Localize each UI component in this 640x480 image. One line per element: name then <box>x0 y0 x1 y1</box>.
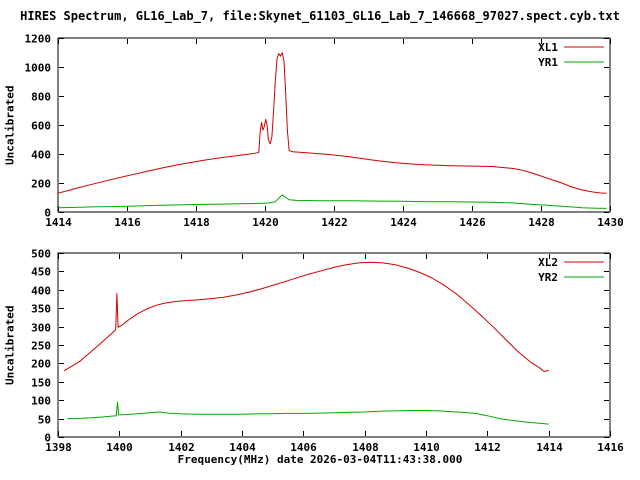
y-tick-label: 800 <box>31 91 51 104</box>
legend-label-XL2: XL2 <box>538 256 558 269</box>
bottom-plot: 1398 1400 1402 1404 1406 1408 1410 1412 1414 1416… <box>31 248 624 455</box>
x-tick-label: 1416 <box>597 441 624 454</box>
series-line-XL1 <box>57 52 607 194</box>
legend-label-XL1: XL1 <box>538 41 558 54</box>
plot-border <box>57 37 611 213</box>
x-tick-label: 1414 <box>45 216 72 229</box>
x-tick-label: 1422 <box>321 216 348 229</box>
x-tick-label: 1400 <box>106 441 133 454</box>
x-tick-label: 1402 <box>168 441 195 454</box>
y-tick-label: 50 <box>38 414 51 427</box>
y-tick-label: 0 <box>44 207 51 220</box>
x-tick-label: 1398 <box>45 441 72 454</box>
y-tick-label: 1000 <box>25 62 52 75</box>
x-tick-label: 1426 <box>459 216 486 229</box>
x-tick-label: 1408 <box>352 441 379 454</box>
y-tick-label: 150 <box>31 377 51 390</box>
x-tick-label: 1412 <box>474 441 501 454</box>
x-tick-label: 1404 <box>229 441 256 454</box>
y-tick-label: 450 <box>31 266 51 279</box>
y-tick-label: 200 <box>31 358 51 371</box>
chart-title: HIRES Spectrum, GL16_Lab_7, file:Skynet_… <box>20 9 620 23</box>
x-tick-label: 1424 <box>390 216 417 229</box>
x-tick-label: 1414 <box>536 441 563 454</box>
y-tick-label: 300 <box>31 322 51 335</box>
y-tick-label: 600 <box>31 120 51 133</box>
x-tick-label: 1406 <box>290 441 317 454</box>
x-tick-label: 1418 <box>183 216 210 229</box>
series-line-YR2 <box>67 401 549 425</box>
y-tick-label: 250 <box>31 340 51 353</box>
x-tick-label: 1430 <box>597 216 624 229</box>
x-tick-label: 1416 <box>114 216 141 229</box>
top-plot: 1414 1416 1418 1420 1422 1424 1426 1428 1430 0 200… <box>25 33 624 230</box>
y-tick-label: 0 <box>44 432 51 445</box>
series-line-YR1 <box>57 194 607 209</box>
y-tick-label: 400 <box>31 149 51 162</box>
x-tick-label: 1410 <box>413 441 440 454</box>
legend-label-YR2: YR2 <box>538 271 558 284</box>
x-tick-label: 1420 <box>252 216 279 229</box>
y-tick-label: 500 <box>31 248 51 261</box>
x-axis-label: Frequency(MHz) date 2026-03-04T11:43:38.… <box>177 453 463 466</box>
series-line-XL2 <box>63 261 549 372</box>
y-tick-label: 200 <box>31 178 51 191</box>
y-tick-label: 350 <box>31 303 51 316</box>
y-tick-label: 1200 <box>25 33 52 46</box>
plot-border <box>57 252 611 438</box>
x-tick-label: 1428 <box>528 216 555 229</box>
y-tick-label: 400 <box>31 285 51 298</box>
legend-label-YR1: YR1 <box>538 56 558 69</box>
y-tick-label: 100 <box>31 395 51 408</box>
